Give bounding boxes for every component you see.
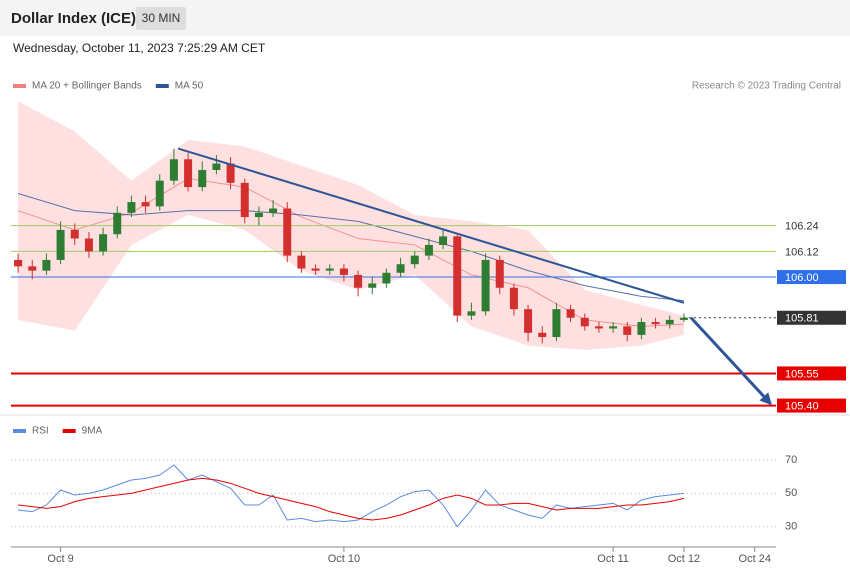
x-tick-label: Oct 12 xyxy=(668,553,700,565)
legend-swatch xyxy=(62,429,76,433)
y-tick-label: 30 xyxy=(785,521,797,533)
credit: Research © 2023 Trading Central xyxy=(692,81,841,92)
candle-body xyxy=(283,208,292,256)
candle-body xyxy=(99,234,108,252)
legend-swatch xyxy=(13,84,26,88)
candle-body xyxy=(637,322,646,335)
candle-body xyxy=(538,332,547,338)
candle-body xyxy=(212,163,221,170)
candle-body xyxy=(609,326,618,329)
legend-label: MA 50 xyxy=(175,81,204,92)
interval-button[interactable]: 30 MIN xyxy=(136,7,186,30)
candle-body xyxy=(495,259,504,288)
level-label-box xyxy=(777,398,846,413)
candle-body xyxy=(665,319,674,325)
candle-body xyxy=(184,159,193,188)
candle-body xyxy=(623,326,632,335)
timestamp: Wednesday, October 11, 2023 7:25:29 AM C… xyxy=(13,41,266,55)
legend-swatch xyxy=(155,84,169,88)
candle-body xyxy=(382,272,391,284)
candle-body xyxy=(226,163,235,183)
level-label: 105.81 xyxy=(785,313,819,325)
candle-body xyxy=(84,238,93,252)
legend-label: 9MA xyxy=(82,426,103,437)
projection-arrow xyxy=(689,316,772,406)
level-label-box xyxy=(777,366,846,381)
candle-body xyxy=(311,268,320,271)
y-tick-label: 50 xyxy=(785,487,797,499)
candle-body xyxy=(509,287,518,310)
candle-body xyxy=(481,259,490,312)
candle-body xyxy=(127,202,136,213)
candle-body xyxy=(439,236,448,245)
candle-body xyxy=(424,244,433,256)
level-label: 105.55 xyxy=(785,368,819,380)
y-tick-label: 70 xyxy=(785,454,797,466)
legend-swatch xyxy=(13,429,26,433)
candle-body xyxy=(325,268,334,271)
candle-body xyxy=(70,229,79,239)
candle-body xyxy=(467,311,476,316)
candle-body xyxy=(580,317,589,327)
level-label-box xyxy=(777,310,846,325)
candle-body xyxy=(169,159,178,181)
x-tick-label: Oct 10 xyxy=(328,553,360,565)
candle-body xyxy=(651,322,660,325)
candle-body xyxy=(56,229,65,260)
candle-body xyxy=(339,268,348,275)
indicator-line xyxy=(18,464,684,528)
level-label: 105.40 xyxy=(785,400,819,412)
candle-body xyxy=(594,326,603,329)
candle-body xyxy=(113,212,122,235)
x-tick-label: Oct 11 xyxy=(597,553,629,565)
candle-body xyxy=(141,202,150,207)
level-label: 106.24 xyxy=(785,221,819,233)
indicator-line xyxy=(18,477,685,521)
candle-body xyxy=(524,309,533,333)
x-tick-label: Oct 24 xyxy=(739,553,771,565)
candle-body xyxy=(240,182,249,218)
instrument-title: Dollar Index (ICE) xyxy=(11,10,137,27)
candle-body xyxy=(254,212,263,218)
candle-body xyxy=(14,259,23,267)
legend-label: MA 20 + Bollinger Bands xyxy=(32,81,142,92)
candle-body xyxy=(269,208,278,213)
candle-body xyxy=(155,180,164,207)
candle-body xyxy=(396,264,405,273)
trend-line xyxy=(177,147,685,304)
candle-body xyxy=(297,255,306,269)
candle-body xyxy=(368,283,377,288)
level-label: 106.00 xyxy=(785,272,819,284)
candle-body xyxy=(28,266,37,271)
candle-body xyxy=(198,169,207,188)
x-tick-label: Oct 9 xyxy=(47,553,73,565)
candle-body xyxy=(552,309,561,338)
candle-body xyxy=(679,317,688,320)
level-label-box xyxy=(777,270,846,285)
legend-label: RSI xyxy=(32,426,49,437)
candle-body xyxy=(453,236,462,316)
level-label: 106.12 xyxy=(785,246,819,258)
candle-body xyxy=(566,309,575,318)
candle-body xyxy=(410,255,419,265)
candle-body xyxy=(354,274,363,288)
candle-body xyxy=(42,259,51,271)
